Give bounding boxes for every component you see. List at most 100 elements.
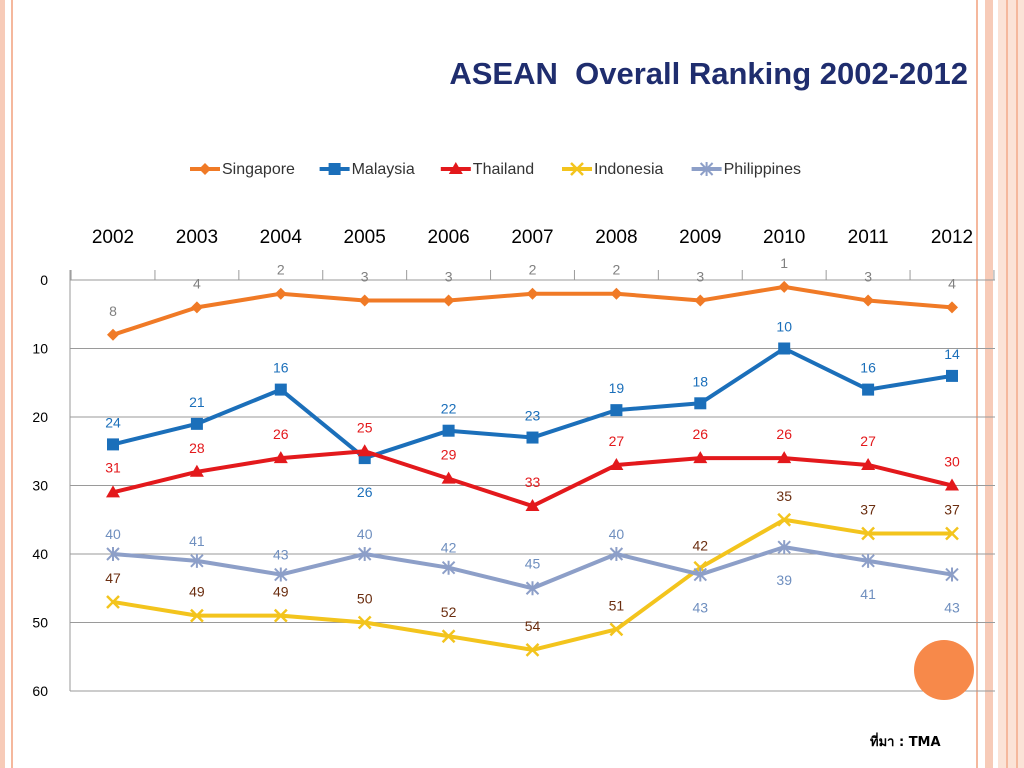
data-label-malaysia: 21 xyxy=(189,394,205,410)
y-tick-label: 40 xyxy=(32,546,48,562)
data-point-philippines xyxy=(777,540,791,555)
data-label-thailand: 33 xyxy=(525,474,541,490)
data-label-philippines: 41 xyxy=(189,533,205,549)
data-label-thailand: 27 xyxy=(860,433,876,449)
data-label-philippines: 43 xyxy=(944,600,960,616)
data-label-malaysia: 16 xyxy=(273,360,289,376)
x-tick-label: 2007 xyxy=(511,227,553,248)
data-point-singapore xyxy=(610,287,623,300)
right-decor-line xyxy=(1006,0,1008,768)
data-point-singapore xyxy=(442,294,455,307)
data-point-thailand xyxy=(861,457,876,470)
data-point-thailand xyxy=(609,457,624,470)
x-tick-label: 2011 xyxy=(848,227,889,248)
data-label-indonesia: 50 xyxy=(357,591,373,607)
legend-entry: Thailand xyxy=(473,161,534,178)
data-point-philippines xyxy=(357,547,372,561)
right-decor-line xyxy=(976,0,978,768)
data-label-indonesia: 37 xyxy=(860,501,876,517)
data-label-indonesia: 47 xyxy=(105,570,121,586)
x-tick-label: 2003 xyxy=(176,227,218,248)
y-tick-label: 10 xyxy=(32,341,48,357)
data-label-malaysia: 24 xyxy=(105,414,121,430)
data-point-singapore xyxy=(526,287,539,300)
data-point-singapore xyxy=(358,294,371,307)
data-point-singapore xyxy=(862,294,875,307)
data-point-indonesia xyxy=(190,608,204,623)
data-label-thailand: 31 xyxy=(105,459,121,475)
x-tick-label: 2008 xyxy=(595,227,637,248)
legend-marker xyxy=(199,163,211,175)
data-point-thailand xyxy=(945,478,959,491)
data-label-philippines: 45 xyxy=(525,555,541,571)
y-tick-label: 30 xyxy=(32,478,48,494)
legend-marker xyxy=(328,163,341,175)
data-point-singapore xyxy=(694,294,707,307)
data-point-malaysia xyxy=(442,424,455,437)
data-point-singapore xyxy=(190,301,203,314)
data-label-indonesia: 42 xyxy=(693,538,709,554)
x-tick-label: 2002 xyxy=(92,227,134,248)
data-point-singapore xyxy=(107,328,119,341)
data-label-thailand: 30 xyxy=(944,454,960,470)
source-caption: ที่มา : TMA xyxy=(870,735,941,750)
data-point-indonesia xyxy=(273,608,288,623)
y-tick-label: 60 xyxy=(32,683,48,699)
data-label-philippines: 43 xyxy=(273,547,289,563)
data-point-malaysia xyxy=(946,369,958,382)
data-point-thailand xyxy=(777,451,792,464)
data-point-philippines xyxy=(861,553,875,568)
right-decor-band xyxy=(998,0,1024,768)
data-label-philippines: 42 xyxy=(441,540,457,556)
data-label-indonesia: 37 xyxy=(944,501,960,517)
data-label-singapore: 3 xyxy=(445,269,453,285)
data-label-philippines: 39 xyxy=(776,572,792,588)
data-point-indonesia xyxy=(861,526,875,541)
data-point-thailand xyxy=(357,444,372,457)
data-point-indonesia xyxy=(945,526,959,541)
data-label-singapore: 4 xyxy=(948,275,956,291)
data-point-indonesia xyxy=(106,595,120,609)
data-point-malaysia xyxy=(610,404,623,417)
data-label-malaysia: 19 xyxy=(609,380,625,396)
data-point-philippines xyxy=(693,567,708,582)
data-label-thailand: 27 xyxy=(609,433,625,449)
data-label-singapore: 2 xyxy=(277,262,285,278)
data-point-thailand xyxy=(525,499,540,512)
data-point-malaysia xyxy=(862,383,875,396)
data-label-philippines: 43 xyxy=(693,600,709,616)
data-label-malaysia: 22 xyxy=(441,401,457,417)
y-tick-label: 0 xyxy=(40,272,48,288)
data-point-malaysia xyxy=(526,431,539,444)
data-label-thailand: 26 xyxy=(273,426,289,442)
left-decor-line xyxy=(11,0,13,768)
data-label-indonesia: 51 xyxy=(609,597,625,613)
data-label-singapore: 4 xyxy=(193,275,201,291)
data-label-malaysia: 14 xyxy=(944,346,960,362)
data-label-singapore: 1 xyxy=(780,255,788,271)
data-point-thailand xyxy=(189,464,204,477)
data-label-indonesia: 49 xyxy=(189,584,205,600)
data-label-thailand: 28 xyxy=(189,440,205,456)
x-tick-label: 2012 xyxy=(931,227,973,248)
data-point-indonesia xyxy=(525,643,540,657)
data-point-indonesia xyxy=(609,622,624,637)
data-point-singapore xyxy=(778,280,791,293)
legend-entry: Malaysia xyxy=(352,161,415,178)
data-point-indonesia xyxy=(357,615,372,630)
data-point-philippines xyxy=(945,567,959,582)
data-label-philippines: 40 xyxy=(357,526,373,542)
data-point-thailand xyxy=(273,451,288,464)
x-tick-label: 2005 xyxy=(344,227,386,248)
x-tick-label: 2006 xyxy=(427,227,469,248)
data-label-malaysia: 10 xyxy=(776,319,792,335)
data-label-thailand: 29 xyxy=(441,447,457,463)
legend-marker xyxy=(570,162,584,176)
data-label-indonesia: 49 xyxy=(273,584,289,600)
data-label-malaysia: 23 xyxy=(525,408,541,424)
data-label-malaysia: 18 xyxy=(693,373,709,389)
data-point-indonesia xyxy=(777,512,792,527)
data-label-philippines: 40 xyxy=(105,526,121,542)
data-point-philippines xyxy=(190,553,204,568)
data-label-singapore: 3 xyxy=(696,269,704,285)
